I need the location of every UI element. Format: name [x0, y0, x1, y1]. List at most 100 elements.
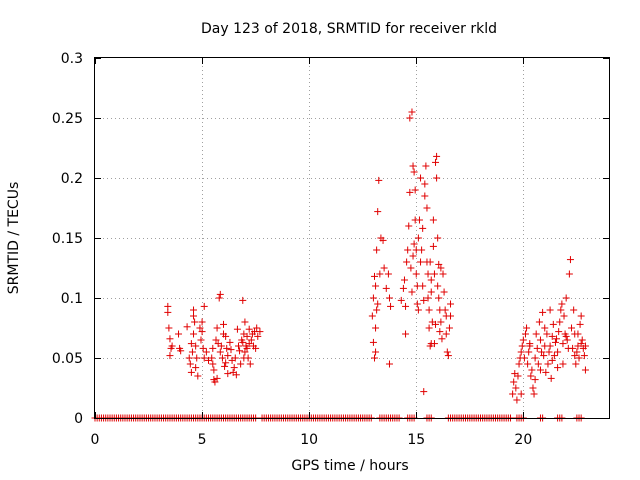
data-point [243, 332, 251, 340]
data-point [372, 348, 380, 356]
data-point [380, 264, 388, 272]
data-point [200, 354, 208, 362]
data-point [531, 376, 539, 384]
data-point [220, 320, 227, 328]
data-point [245, 325, 253, 333]
data-point [563, 336, 571, 344]
data-point [240, 354, 248, 362]
data-point [559, 360, 567, 368]
data-point [199, 344, 207, 352]
data-point [571, 352, 579, 360]
data-point [435, 260, 443, 268]
data-point [578, 336, 586, 344]
data-point [574, 330, 582, 338]
data-point [436, 328, 444, 336]
data-point [544, 360, 552, 368]
data-point [164, 308, 172, 316]
data-point [445, 324, 453, 332]
y-tick-label: 0.25 [52, 111, 83, 127]
data-point [532, 330, 540, 338]
data-point [192, 342, 200, 350]
data-point [226, 338, 234, 346]
x-tick-label: 20 [514, 432, 532, 448]
data-point [560, 312, 568, 320]
data-point [414, 306, 422, 314]
data-point [546, 342, 554, 350]
x-tick-label: 10 [300, 432, 318, 448]
data-point [408, 288, 416, 296]
data-point [370, 272, 378, 280]
data-point [404, 246, 412, 254]
data-point [430, 270, 438, 278]
data-point [531, 354, 539, 362]
data-point [554, 364, 562, 372]
data-point [409, 162, 417, 170]
data-point [528, 366, 536, 374]
data-point [239, 296, 247, 304]
data-point [387, 302, 395, 310]
data-point [572, 360, 580, 368]
data-point [216, 290, 224, 298]
data-point [246, 360, 254, 368]
data-point [437, 318, 445, 326]
data-point [434, 234, 442, 242]
data-point [406, 114, 414, 122]
data-point [562, 332, 570, 340]
data-point [517, 348, 525, 356]
data-point [208, 354, 216, 362]
data-point [188, 348, 196, 356]
data-point [374, 208, 382, 216]
data-point [403, 258, 411, 266]
data-point [241, 318, 249, 326]
data-point [239, 338, 247, 346]
data-point [438, 335, 446, 343]
data-point [385, 294, 393, 302]
data-point [577, 340, 585, 348]
x-tick-label: 5 [198, 432, 207, 448]
y-tick-label: 0.15 [52, 231, 83, 247]
data-point [234, 342, 242, 350]
data-point [400, 276, 408, 284]
data-point [433, 174, 441, 182]
data-point [549, 320, 557, 328]
data-point [224, 370, 232, 378]
data-point [513, 396, 521, 404]
data-point [434, 282, 442, 290]
data-point [411, 216, 419, 224]
data-point [509, 390, 517, 398]
data-point [526, 340, 534, 348]
data-point [369, 338, 377, 346]
data-point [518, 342, 526, 350]
data-point [241, 348, 249, 356]
data-point [253, 324, 261, 332]
data-point [227, 346, 235, 354]
data-point [548, 356, 556, 364]
data-point [420, 388, 428, 396]
data-point [191, 318, 199, 326]
data-point [435, 294, 443, 302]
data-point [524, 360, 532, 368]
data-point [385, 360, 393, 368]
y-tick-label: 0 [74, 411, 83, 427]
data-point [382, 284, 390, 292]
data-point [551, 338, 559, 346]
data-point [196, 324, 204, 332]
data-point [177, 347, 185, 355]
data-point [533, 344, 541, 352]
data-point [209, 344, 217, 352]
data-point [402, 302, 410, 310]
data-point [536, 336, 544, 344]
data-point [425, 306, 433, 314]
data-point [399, 284, 407, 292]
data-point [427, 340, 435, 348]
data-point [254, 332, 262, 340]
data-point [565, 270, 573, 278]
data-point [237, 360, 245, 368]
data-point [212, 336, 220, 344]
data-point [529, 384, 537, 392]
data-point [373, 246, 381, 254]
data-point [414, 234, 422, 242]
data-point [521, 330, 529, 338]
data-point [245, 340, 253, 348]
